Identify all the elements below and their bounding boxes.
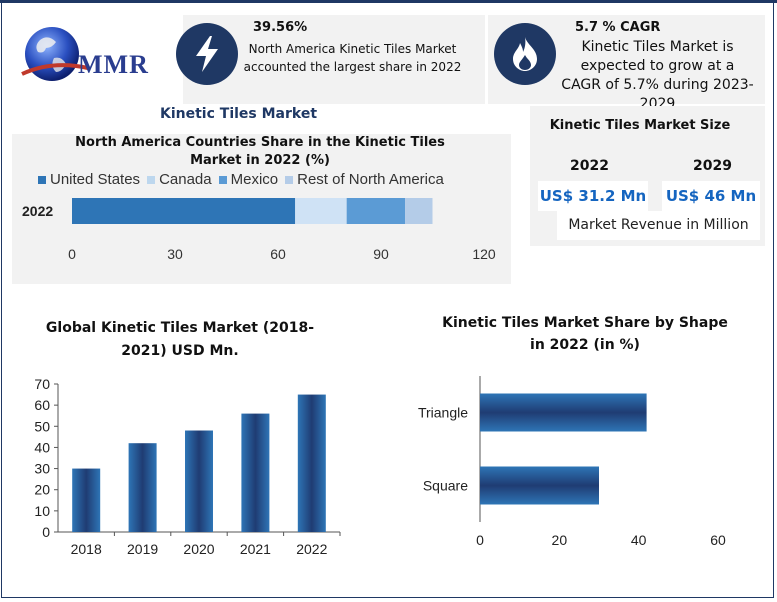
x-tick-label: 2021 bbox=[240, 541, 271, 557]
market-size-title: Kinetic Tiles Market Size bbox=[549, 118, 731, 133]
y-tick-label: 0 bbox=[42, 524, 50, 540]
legend-item-canada: Canada bbox=[147, 171, 212, 188]
legend-item-mexico: Mexico bbox=[218, 171, 279, 188]
stat-text-share: North America Kinetic Tiles Market accou… bbox=[243, 42, 462, 74]
stat-circle-1 bbox=[176, 23, 238, 85]
category-label: Square bbox=[423, 478, 468, 494]
brand-logo: MMR bbox=[16, 22, 166, 92]
x-tick-label: 90 bbox=[373, 246, 389, 262]
stat-value-share: 39.56% bbox=[253, 20, 308, 35]
lightning-bolt-icon bbox=[196, 36, 218, 72]
stacked-bar-segment bbox=[346, 198, 406, 224]
stacked-chart-legend: United States Canada Mexico Rest of Nort… bbox=[38, 171, 444, 188]
legend-item-us: United States bbox=[38, 171, 140, 188]
flame-icon bbox=[513, 37, 537, 71]
category-label: Triangle bbox=[418, 405, 468, 421]
legend-swatch bbox=[218, 175, 227, 184]
shape-chart-title: Kinetic Tiles Market Share by Shape in 2… bbox=[442, 315, 728, 353]
stacked-chart-title: North America Countries Share in the Kin… bbox=[75, 135, 445, 168]
market-size-value-b: US$ 46 Mn bbox=[662, 181, 760, 211]
stacked-chart-plot: 2022 0 30 60 90 120 bbox=[22, 198, 496, 262]
x-tick-label: 60 bbox=[710, 532, 726, 548]
y-tick-label: 60 bbox=[34, 397, 50, 413]
legend-label: Mexico bbox=[230, 171, 279, 188]
x-tick-label: 20 bbox=[552, 532, 568, 548]
category-label: 2022 bbox=[22, 203, 53, 219]
x-tick-label: 0 bbox=[476, 532, 484, 548]
legend-label: Rest of North America bbox=[297, 171, 444, 188]
y-tick-label: 20 bbox=[34, 482, 50, 498]
stat-circle-2 bbox=[494, 23, 556, 85]
y-tick-label: 40 bbox=[34, 439, 50, 455]
market-size-year-a: 2022 bbox=[570, 158, 609, 174]
bar bbox=[241, 413, 270, 532]
x-tick-label: 2022 bbox=[296, 541, 327, 557]
x-tick-label: 60 bbox=[270, 246, 286, 262]
x-tick-label: 40 bbox=[631, 532, 647, 548]
legend-swatch bbox=[285, 175, 294, 184]
x-tick-label: 2019 bbox=[127, 541, 158, 557]
bar bbox=[480, 466, 599, 505]
x-tick-label: 30 bbox=[167, 246, 183, 262]
stacked-bar-segment bbox=[405, 198, 433, 224]
global-chart-title: Global Kinetic Tiles Market (2018-2021) … bbox=[45, 320, 315, 359]
logo-text: MMR bbox=[78, 50, 149, 79]
global-chart-plot: 0 10 20 30 40 50 60 70 2018 2019 2020 2021 2022 bbox=[34, 376, 341, 557]
legend-label: United States bbox=[50, 171, 141, 188]
shape-chart-plot: Triangle Square 0 20 40 60 bbox=[418, 376, 726, 548]
stacked-bar-segment bbox=[72, 198, 296, 224]
x-tick-label: 120 bbox=[472, 246, 496, 262]
legend-swatch bbox=[38, 175, 46, 184]
bar bbox=[128, 443, 157, 532]
legend-swatch bbox=[147, 175, 156, 184]
y-tick-label: 10 bbox=[34, 503, 50, 519]
globe-icon bbox=[21, 27, 89, 81]
bar bbox=[297, 394, 326, 532]
x-tick-label: 0 bbox=[68, 246, 76, 262]
y-tick-label: 70 bbox=[34, 376, 50, 392]
market-size-year-b: 2029 bbox=[693, 158, 732, 174]
market-size-note: Market Revenue in Million bbox=[557, 211, 760, 240]
stacked-bar-segment bbox=[295, 198, 347, 224]
market-size-value-a: US$ 31.2 Mn bbox=[538, 181, 648, 211]
section-title: Kinetic Tiles Market bbox=[160, 106, 318, 122]
bar bbox=[72, 468, 101, 532]
y-tick-label: 30 bbox=[34, 461, 50, 477]
x-tick-label: 2018 bbox=[71, 541, 102, 557]
legend-item-rest: Rest of North America bbox=[285, 171, 444, 188]
y-tick-label: 50 bbox=[34, 418, 50, 434]
stat-value-cagr: 5.7 % CAGR bbox=[575, 20, 661, 35]
bar bbox=[185, 430, 213, 532]
stat-text-cagr: Kinetic Tiles Market is expected to grow… bbox=[561, 39, 754, 112]
legend-label: Canada bbox=[159, 171, 212, 188]
bar bbox=[480, 393, 647, 432]
x-tick-label: 2020 bbox=[183, 541, 214, 557]
